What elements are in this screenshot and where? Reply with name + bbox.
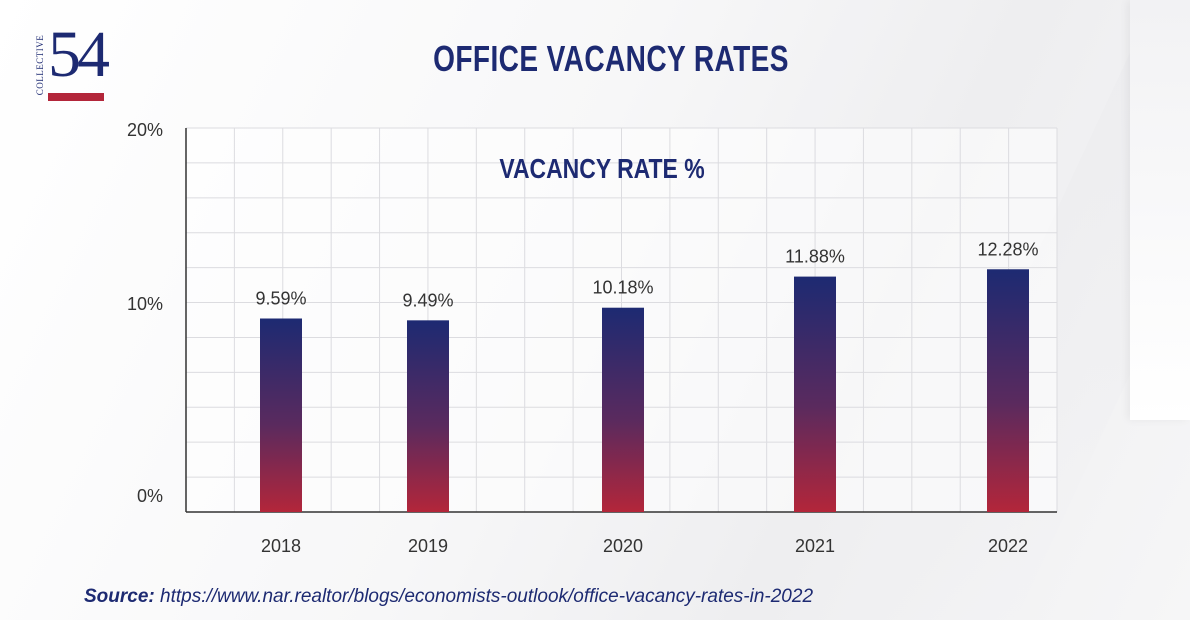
source-url[interactable]: https://www.nar.realtor/blogs/economists… xyxy=(160,586,814,607)
logo-number: 54 xyxy=(48,18,110,91)
bar-2018 xyxy=(260,318,302,512)
y-tick-label: 20% xyxy=(127,120,163,140)
data-label-2018: 9.59% xyxy=(255,289,306,309)
y-tick-label: 10% xyxy=(127,294,163,314)
x-tick-label-2022: 2022 xyxy=(988,536,1028,556)
bar-2021 xyxy=(794,276,836,512)
data-label-2022: 12.28% xyxy=(977,239,1038,259)
data-label-2019: 9.49% xyxy=(402,290,453,310)
chart-bars xyxy=(260,269,1029,512)
bar-2020 xyxy=(602,307,644,512)
chart-labels: 0% 10% 20% 9.59% 2018 9.49% 2019 10.18% 2020 11.8… xyxy=(127,120,1039,556)
bar-2022 xyxy=(987,269,1029,512)
chart-title: VACANCY RATE % xyxy=(499,154,705,185)
bar-2019 xyxy=(407,320,449,512)
x-tick-label-2021: 2021 xyxy=(795,536,835,556)
page-title: OFFICE VACANCY RATES xyxy=(433,38,789,79)
data-label-2021: 11.88% xyxy=(785,247,845,267)
source-note: Source: https://www.nar.realtor/blogs/ec… xyxy=(84,586,813,608)
x-tick-label-2020: 2020 xyxy=(603,536,643,556)
logo-bar xyxy=(48,93,104,101)
collective-54-logo: COLLECTIVE 54 xyxy=(34,22,110,104)
y-tick-label: 0% xyxy=(137,486,163,506)
data-label-2020: 10.18% xyxy=(592,278,653,298)
x-tick-label-2018: 2018 xyxy=(261,536,301,556)
x-tick-label-2019: 2019 xyxy=(408,536,448,556)
source-label: Source: xyxy=(84,586,155,607)
